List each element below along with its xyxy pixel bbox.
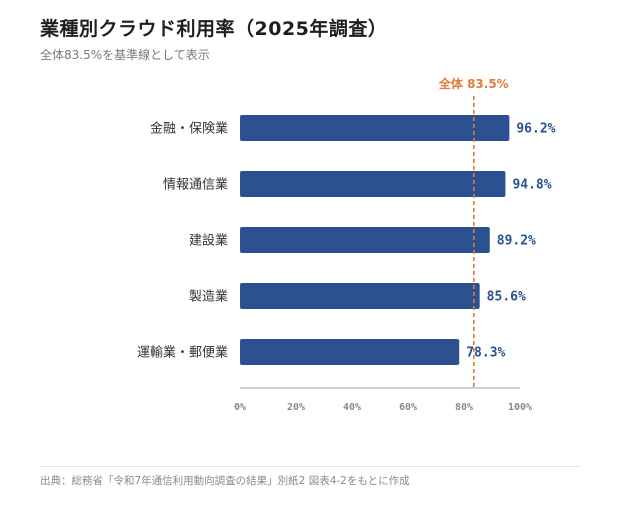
value-label: 78.3% — [466, 346, 505, 361]
bars-layer — [240, 115, 510, 365]
footer-divider — [40, 466, 580, 467]
bar — [240, 227, 490, 253]
source-note: 出典：総務省「令和7年通信利用動向調査の結果」別紙2 図表4-2をもとに作成 — [40, 475, 410, 487]
x-tick-label: 0% — [234, 402, 246, 413]
reference-line-label: 全体 83.5% — [438, 76, 509, 91]
x-tick-label: 60% — [399, 402, 417, 413]
category-label: 運輸業・郵便業 — [137, 345, 228, 361]
value-label: 96.2% — [516, 122, 555, 137]
x-axis-ticks: 0% 20% 40% 60% 80% 100% — [234, 402, 532, 413]
value-labels: 96.2% 94.8% 89.2% 85.6% 78.3% — [466, 122, 555, 361]
category-label: 建設業 — [189, 233, 228, 249]
bar — [240, 171, 506, 197]
x-tick-label: 100% — [508, 402, 532, 413]
bar — [240, 283, 480, 309]
x-tick-label: 80% — [455, 402, 473, 413]
category-label: 製造業 — [189, 289, 228, 305]
category-label: 情報通信業 — [163, 177, 228, 193]
value-label: 85.6% — [487, 290, 526, 305]
chart-title: 業種別クラウド利用率（2025年調査） — [40, 18, 388, 40]
x-tick-label: 20% — [287, 402, 305, 413]
bar — [240, 115, 510, 141]
x-tick-label: 40% — [343, 402, 361, 413]
category-label: 金融・保険業 — [150, 121, 228, 137]
value-label: 89.2% — [497, 234, 536, 249]
bar — [240, 339, 460, 365]
chart-subtitle: 全体83.5%を基準線として表示 — [40, 48, 210, 62]
value-label: 94.8% — [512, 178, 551, 193]
